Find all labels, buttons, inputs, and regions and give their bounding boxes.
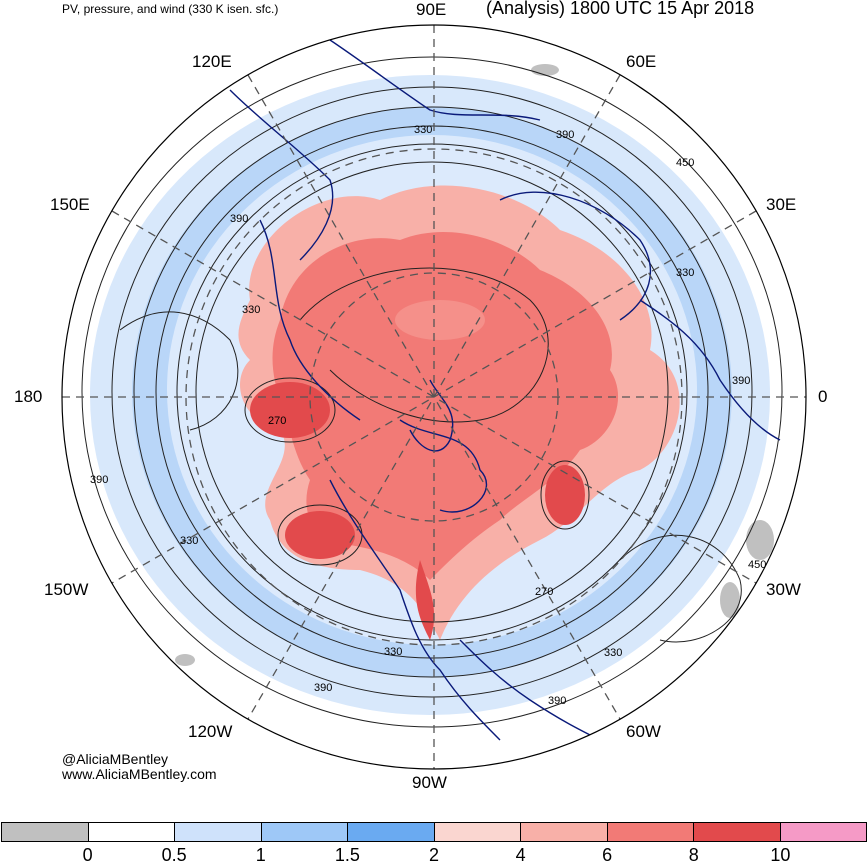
contour-label: 330 bbox=[414, 124, 432, 136]
colorbar-tick-label: 1 bbox=[255, 845, 266, 865]
contour-label: 390 bbox=[314, 682, 332, 694]
contour-label: 450 bbox=[748, 559, 766, 571]
colorbar-tick-label: 8 bbox=[688, 845, 699, 865]
contour-label: 390 bbox=[90, 474, 108, 486]
lon-label-90w: 90W bbox=[412, 773, 447, 792]
lon-label-90e: 90E bbox=[416, 0, 447, 19]
colorbar-tick-label: 6 bbox=[602, 845, 613, 865]
contour-label: 270 bbox=[535, 586, 553, 598]
colorbar-cell bbox=[780, 823, 866, 841]
contour-label: 330 bbox=[180, 535, 198, 547]
contour-label: 270 bbox=[268, 415, 286, 427]
lon-label-30e: 30E bbox=[766, 195, 797, 214]
colorbar-tick-label: 2 bbox=[428, 845, 440, 865]
left-title: PV, pressure, and wind (330 K isen. sfc.… bbox=[62, 2, 279, 16]
colorbar-cell bbox=[88, 823, 175, 841]
colorbar-cell bbox=[348, 823, 435, 841]
colorbar-tick-label: 1.5 bbox=[334, 845, 360, 865]
polar-map: 330 390 450 390 330 390 330 270 330 450 … bbox=[61, 24, 807, 770]
contour-label: 390 bbox=[230, 213, 248, 225]
contour-label: 390 bbox=[556, 129, 574, 141]
credit-handle: @AliciaMBentley bbox=[62, 751, 169, 767]
lon-label-120e: 120E bbox=[192, 52, 232, 71]
credit-website: www.AliciaMBentley.com bbox=[62, 766, 217, 782]
lon-label-0: 0 bbox=[818, 387, 828, 406]
colorbar-cell bbox=[521, 823, 608, 841]
colorbar-cell bbox=[2, 823, 89, 841]
colorbar-cell bbox=[434, 823, 521, 841]
lon-label-180: 180 bbox=[14, 387, 43, 406]
lon-label-150w: 150W bbox=[44, 580, 89, 599]
colorbar-cell bbox=[261, 823, 348, 841]
right-title: (Analysis) 1800 UTC 15 Apr 2018 bbox=[486, 0, 755, 18]
contour-label: 330 bbox=[384, 646, 402, 658]
lon-label-60e: 60E bbox=[626, 52, 657, 71]
lon-label-120w: 120W bbox=[188, 722, 233, 741]
colorbar-tick-label: 0.5 bbox=[161, 845, 187, 865]
colorbar-cell bbox=[175, 823, 262, 841]
colorbar-tick-label: 4 bbox=[515, 845, 526, 865]
contour-label: 330 bbox=[604, 647, 622, 659]
map-fill-layer bbox=[62, 25, 806, 769]
colorbar bbox=[1, 822, 867, 842]
lon-label-60w: 60W bbox=[626, 722, 661, 741]
colorbar-cell bbox=[607, 823, 694, 841]
lon-label-150e: 150E bbox=[50, 195, 90, 214]
lon-label-30w: 30W bbox=[766, 580, 801, 599]
contour-label: 450 bbox=[676, 157, 694, 169]
contour-label: 330 bbox=[676, 267, 694, 279]
colorbar-tick-label: 10 bbox=[770, 845, 791, 865]
contour-label: 390 bbox=[732, 375, 750, 387]
contour-label: 330 bbox=[242, 304, 260, 316]
contour-label: 390 bbox=[548, 695, 566, 707]
colorbar-tick-label: 0 bbox=[82, 845, 93, 865]
colorbar-cell bbox=[694, 823, 781, 841]
